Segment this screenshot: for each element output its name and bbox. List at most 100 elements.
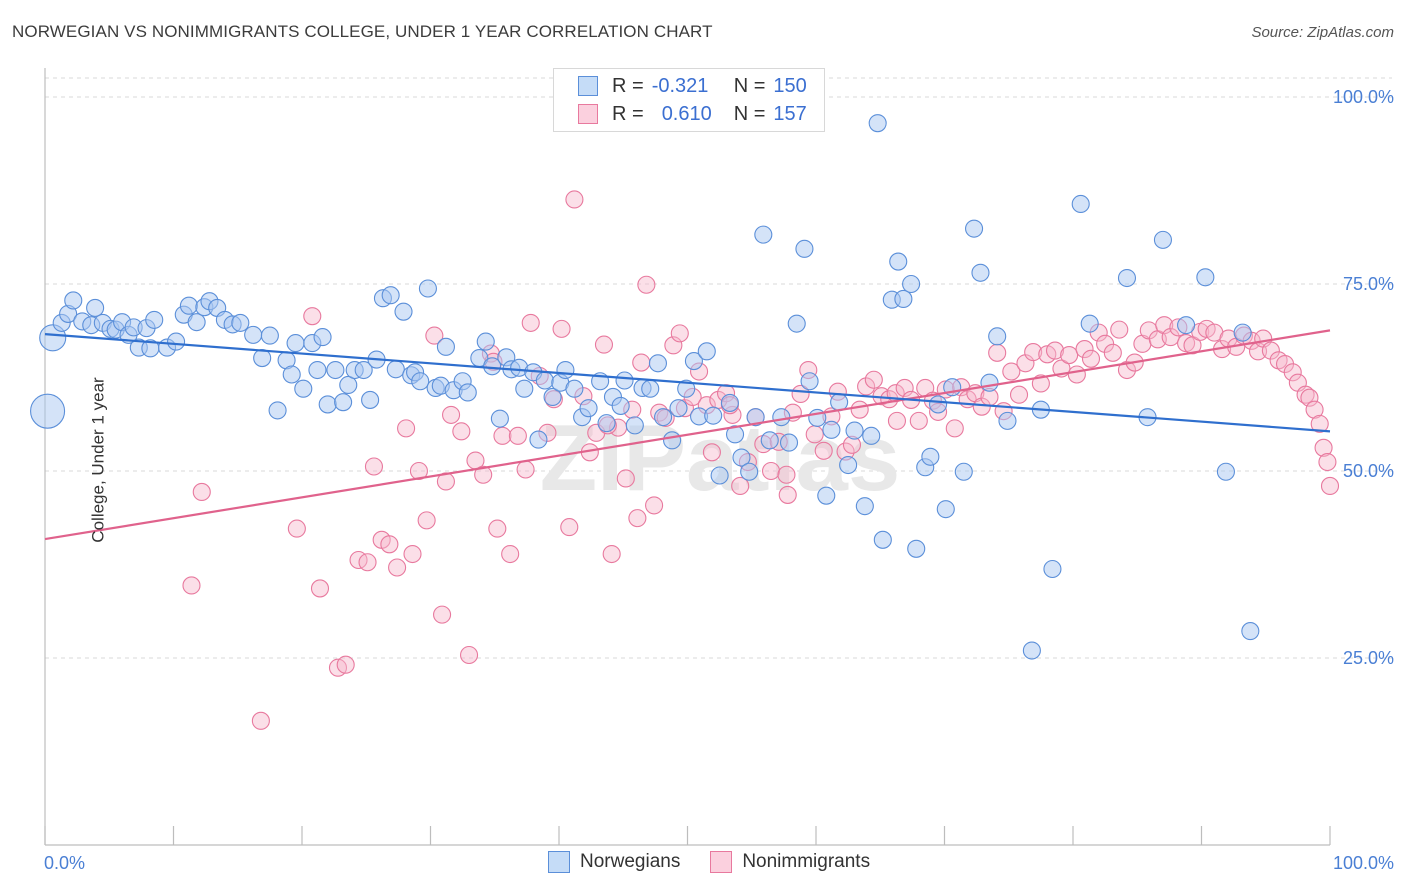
norwegians-point <box>187 313 206 332</box>
norwegians-point <box>754 225 773 244</box>
nonimmigrants-point <box>1314 438 1333 457</box>
norwegians-point <box>760 431 779 450</box>
norwegians-point <box>64 291 83 310</box>
norwegians-point <box>845 421 864 440</box>
norwegians-point <box>772 408 791 427</box>
nonimmigrants-point <box>632 353 651 372</box>
nonimmigrants-point <box>364 457 384 476</box>
legend-row-nonimmigrants: R = 0.610 N = 157 <box>578 101 807 127</box>
norwegians-point <box>260 326 279 345</box>
trend-lines <box>44 329 1331 541</box>
norwegians-point <box>641 379 660 398</box>
norwegians-swatch <box>578 76 598 96</box>
nonimmigrants-point <box>251 711 270 730</box>
nonimmigrants-point <box>521 313 540 332</box>
nonimmigrants-point <box>433 605 452 624</box>
nonimmigrants-point <box>1318 452 1337 472</box>
nonimmigrants-point <box>192 482 211 501</box>
nonimmigrants-point <box>388 558 407 577</box>
nonimmigrants-point <box>1320 476 1340 496</box>
nonimmigrants-point <box>1283 363 1302 382</box>
norwegians-point <box>436 337 455 356</box>
norwegians-point <box>980 373 999 392</box>
norwegians-point <box>490 409 509 428</box>
nonimmigrants-point <box>380 535 399 554</box>
nonimmigrants-point <box>310 579 330 598</box>
norwegians-point <box>418 279 437 298</box>
n-label: N = <box>733 102 766 125</box>
norwegians-point <box>556 360 575 380</box>
norwegians-point <box>611 396 630 415</box>
y-tick-label: 75.0% <box>1343 274 1394 294</box>
nonimmigrants-swatch <box>578 104 598 124</box>
norwegians-point <box>855 497 874 516</box>
norwegians-point <box>354 360 373 380</box>
nonimmigrants-point <box>1009 385 1029 404</box>
source-label: Source: ZipAtlas.com <box>1251 24 1394 41</box>
norwegians-point <box>669 399 688 418</box>
norwegians-point <box>988 327 1007 346</box>
nonimmigrants-trend-line <box>44 329 1331 541</box>
nonimmigrants-point <box>1310 414 1329 433</box>
norwegians-point <box>30 393 66 429</box>
r-value: 0.610 <box>661 102 712 125</box>
nonimmigrants-point <box>628 509 647 528</box>
tick-labels: 100.0% 75.0% 50.0% 25.0% 0.0% 100.0% <box>44 87 1394 873</box>
norwegians-point <box>579 399 598 418</box>
norwegians-point <box>615 371 634 390</box>
nonimmigrants-point <box>409 461 428 481</box>
norwegians-point <box>839 455 858 475</box>
nonimmigrants-point <box>182 576 201 595</box>
nonimmigrants-point <box>560 518 579 537</box>
nonimmigrants-point <box>1103 343 1122 362</box>
norwegians-point <box>998 411 1017 430</box>
y-axis-label: College, Under 1 year <box>88 377 108 543</box>
nonimmigrants-point <box>616 469 635 488</box>
norwegians-point <box>282 365 301 384</box>
nonimmigrants-point <box>945 419 964 438</box>
norwegians-point <box>625 416 644 435</box>
norwegians-point <box>873 530 892 549</box>
norwegians-point <box>268 401 287 420</box>
norwegians-point <box>386 360 405 379</box>
norwegians-point <box>308 360 327 380</box>
y-tick-label: 25.0% <box>1343 648 1394 668</box>
norwegians-point <box>1196 268 1215 287</box>
nonimmigrants-point <box>336 655 355 674</box>
norwegians-point <box>1117 268 1137 288</box>
norwegians-point <box>936 500 955 519</box>
nonimmigrants-point <box>791 384 810 404</box>
nonimmigrants-point <box>761 461 781 481</box>
nonimmigrants-point <box>805 425 824 444</box>
norwegians-point <box>800 372 819 391</box>
norwegians-point <box>697 342 716 361</box>
norwegians-point <box>894 289 913 309</box>
y-tick-label: 100.0% <box>1333 87 1394 107</box>
nonimmigrants-point <box>516 460 535 479</box>
norwegians-point <box>1080 314 1099 333</box>
nonimmigrants-point <box>887 411 907 430</box>
norwegians-point <box>326 360 345 380</box>
norwegians-point <box>889 252 908 271</box>
nonimmigrants-point <box>857 377 876 396</box>
norwegians-point <box>1043 559 1062 579</box>
norwegians-point <box>710 466 729 485</box>
nonimmigrants-point <box>1161 328 1180 347</box>
nonimmigrants-point <box>488 519 507 538</box>
norwegians-point <box>907 539 926 558</box>
x-tick-label: 100.0% <box>1333 853 1394 873</box>
correlation-legend: R = -0.321 N = 150 R = 0.610 N = 157 <box>553 68 825 132</box>
norwegians-point <box>535 371 554 390</box>
nonimmigrants-point <box>1117 360 1137 380</box>
legend-item-norwegians: Norwegians <box>548 851 680 873</box>
series-legend: Norwegians Nonimmigrants <box>548 851 900 873</box>
nonimmigrants-point <box>645 496 664 515</box>
norwegians-point <box>244 325 263 344</box>
norwegians-point <box>318 395 337 414</box>
norwegians-point <box>334 393 353 412</box>
nonimmigrants-point <box>358 553 377 572</box>
norwegians-point <box>684 351 703 371</box>
nonimmigrants-point <box>778 485 797 504</box>
nonimmigrants-point <box>287 519 306 538</box>
